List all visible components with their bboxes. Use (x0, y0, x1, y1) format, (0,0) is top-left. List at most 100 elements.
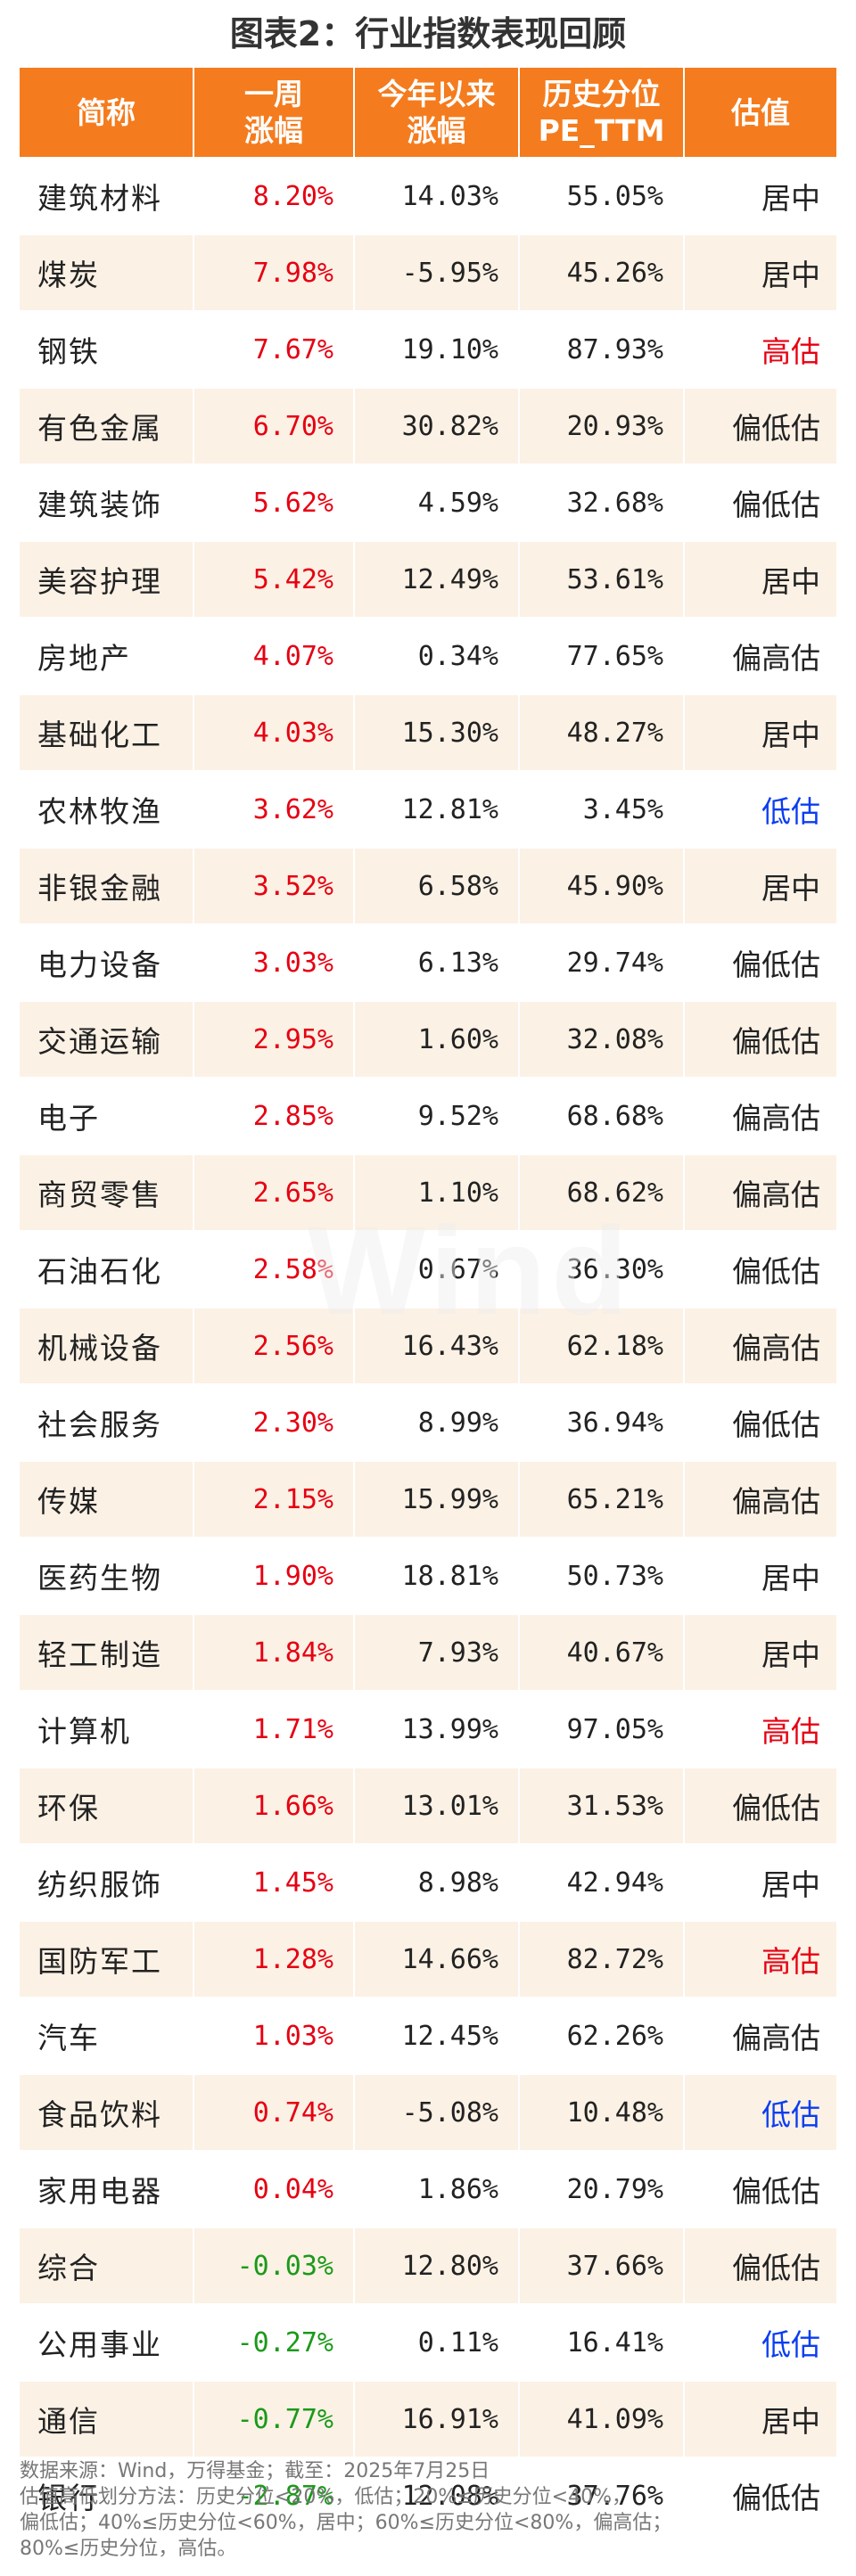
ytd-change: 19.10% (355, 310, 520, 387)
industry-name: 计算机 (20, 1690, 194, 1767)
header-valuation: 估值 (685, 68, 836, 157)
week-change: 1.90% (194, 1537, 355, 1613)
industry-name: 纺织服饰 (20, 1843, 194, 1920)
source-notes: 数据来源：Wind，万得基金；截至：2025年7月25日 估值高低划分方法：历史… (20, 2458, 836, 2562)
note-line: 80%≤历史分位，高估。 (20, 2538, 237, 2560)
valuation: 居中 (685, 540, 836, 617)
table-row: 社会服务 2.30% 8.99% 36.94% 偏低估 (20, 1383, 836, 1460)
header-pe-percentile: 历史分位 PE_TTM (520, 68, 685, 157)
industry-name: 家用电器 (20, 2150, 194, 2227)
pe-percentile: 48.27% (520, 693, 685, 770)
pe-percentile: 10.48% (520, 2073, 685, 2150)
pe-percentile: 29.74% (520, 923, 685, 1000)
table-header-row: 简称 一周 涨幅 今年以来 涨幅 历史分位 PE_TTM 估值 (20, 68, 836, 157)
pe-percentile: 62.18% (520, 1307, 685, 1383)
table-row: 纺织服饰 1.45% 8.98% 42.94% 居中 (20, 1843, 836, 1920)
industry-name: 建筑材料 (20, 157, 194, 234)
ytd-change: 12.45% (355, 1997, 520, 2073)
pe-percentile: 53.61% (520, 540, 685, 617)
pe-percentile: 87.93% (520, 310, 685, 387)
pe-percentile: 3.45% (520, 770, 685, 847)
industry-name: 农林牧渔 (20, 770, 194, 847)
week-change: 1.84% (194, 1613, 355, 1690)
ytd-change: 12.80% (355, 2227, 520, 2303)
valuation: 偏低估 (685, 2227, 836, 2303)
week-change: 3.03% (194, 923, 355, 1000)
valuation: 偏低估 (685, 1383, 836, 1460)
ytd-change: -5.95% (355, 234, 520, 310)
industry-name: 环保 (20, 1767, 194, 1843)
industry-name: 社会服务 (20, 1383, 194, 1460)
valuation: 偏高估 (685, 1077, 836, 1153)
pe-percentile: 20.79% (520, 2150, 685, 2227)
valuation: 居中 (685, 1537, 836, 1613)
ytd-change: 12.81% (355, 770, 520, 847)
week-change: -0.77% (194, 2380, 355, 2457)
table-row: 建筑装饰 5.62% 4.59% 32.68% 偏低估 (20, 464, 836, 540)
industry-name: 煤炭 (20, 234, 194, 310)
valuation: 居中 (685, 234, 836, 310)
valuation: 偏高估 (685, 1460, 836, 1537)
ytd-change: 0.67% (355, 1230, 520, 1307)
pe-percentile: 42.94% (520, 1843, 685, 1920)
week-change: 2.85% (194, 1077, 355, 1153)
valuation: 偏低估 (685, 2150, 836, 2227)
pe-percentile: 16.41% (520, 2303, 685, 2380)
pe-percentile: 32.08% (520, 1000, 685, 1077)
pe-percentile: 37.66% (520, 2227, 685, 2303)
table-row: 石油石化 2.58% 0.67% 36.30% 偏低估 (20, 1230, 836, 1307)
table-row: 环保 1.66% 13.01% 31.53% 偏低估 (20, 1767, 836, 1843)
table-row: 通信 -0.77% 16.91% 41.09% 居中 (20, 2380, 836, 2457)
table-row: 综合 -0.03% 12.80% 37.66% 偏低估 (20, 2227, 836, 2303)
table-row: 汽车 1.03% 12.45% 62.26% 偏高估 (20, 1997, 836, 2073)
valuation: 偏低估 (685, 1000, 836, 1077)
pe-percentile: 45.90% (520, 847, 685, 923)
ytd-change: 1.10% (355, 1153, 520, 1230)
table-row: 非银金融 3.52% 6.58% 45.90% 居中 (20, 847, 836, 923)
valuation: 偏低估 (685, 1767, 836, 1843)
ytd-change: 14.66% (355, 1920, 520, 1997)
note-line: 数据来源：Wind，万得基金；截至：2025年7月25日 (20, 2460, 490, 2482)
table-row: 煤炭 7.98% -5.95% 45.26% 居中 (20, 234, 836, 310)
note-line: 估值高低划分方法：历史分位<20%，低估；20%≤历史分位<40%， (20, 2486, 631, 2508)
valuation: 偏低估 (685, 464, 836, 540)
week-change: 3.62% (194, 770, 355, 847)
valuation: 居中 (685, 1613, 836, 1690)
table-row: 国防军工 1.28% 14.66% 82.72% 高估 (20, 1920, 836, 1997)
table-row: 计算机 1.71% 13.99% 97.05% 高估 (20, 1690, 836, 1767)
pe-percentile: 50.73% (520, 1537, 685, 1613)
valuation: 偏高估 (685, 1997, 836, 2073)
valuation: 偏低估 (685, 1230, 836, 1307)
valuation: 高估 (685, 1920, 836, 1997)
pe-percentile: 36.30% (520, 1230, 685, 1307)
week-change: 2.30% (194, 1383, 355, 1460)
pe-percentile: 68.68% (520, 1077, 685, 1153)
week-change: 0.74% (194, 2073, 355, 2150)
ytd-change: 0.11% (355, 2303, 520, 2380)
valuation: 居中 (685, 847, 836, 923)
valuation: 高估 (685, 310, 836, 387)
pe-percentile: 65.21% (520, 1460, 685, 1537)
valuation: 偏高估 (685, 617, 836, 693)
table-row: 银行 -2.87% 12.08% 37.76% 偏低估 (20, 2457, 836, 2533)
ytd-change: 13.99% (355, 1690, 520, 1767)
week-change: 1.03% (194, 1997, 355, 2073)
table-row: 轻工制造 1.84% 7.93% 40.67% 居中 (20, 1613, 836, 1690)
valuation: 低估 (685, 2073, 836, 2150)
valuation: 居中 (685, 693, 836, 770)
table-row: 交通运输 2.95% 1.60% 32.08% 偏低估 (20, 1000, 836, 1077)
industry-name: 医药生物 (20, 1537, 194, 1613)
valuation: 居中 (685, 1843, 836, 1920)
table-row: 食品饮料 0.74% -5.08% 10.48% 低估 (20, 2073, 836, 2150)
industry-name: 有色金属 (20, 387, 194, 464)
ytd-change: 30.82% (355, 387, 520, 464)
ytd-change: 12.08% (355, 2457, 520, 2533)
pe-percentile: 36.94% (520, 1383, 685, 1460)
ytd-change: 15.30% (355, 693, 520, 770)
week-change: 1.66% (194, 1767, 355, 1843)
pe-percentile: 20.93% (520, 387, 685, 464)
ytd-change: 8.98% (355, 1843, 520, 1920)
ytd-change: 7.93% (355, 1613, 520, 1690)
industry-name: 石油石化 (20, 1230, 194, 1307)
valuation: 居中 (685, 2380, 836, 2457)
